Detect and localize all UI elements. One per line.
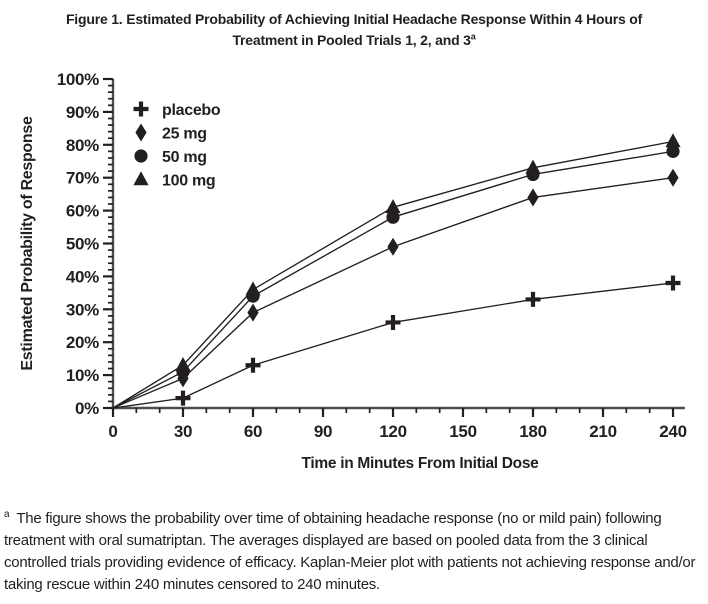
y-tick-label: 50% — [66, 235, 99, 254]
triangle-marker-icon — [175, 357, 191, 372]
circle-marker-icon — [134, 149, 148, 163]
y-axis-title: Estimated Probability of Response — [19, 116, 36, 371]
series-line — [112, 177, 674, 409]
x-tick-label: 120 — [379, 422, 406, 441]
legend-label: 50 mg — [162, 149, 207, 166]
legend-label: 100 mg — [162, 173, 215, 190]
series-triangle — [112, 133, 681, 409]
series-plus — [112, 275, 681, 409]
legend-label: 25 mg — [162, 126, 207, 143]
diamond-marker-icon — [135, 123, 147, 142]
figure-title-text-1: Figure 1. Estimated Probability of Achie… — [65, 11, 643, 27]
chart-area: 0% 10% 20% 30% 40% 50% 60% 70% 80% 90% 100% 0 30 60 90… — [0, 51, 708, 506]
y-tick-label: 80% — [66, 136, 99, 155]
figure-title-text-2: Treatment in Pooled Trials 1, 2, and 3 — [232, 32, 471, 48]
y-tick-label: 70% — [66, 169, 99, 188]
figure-title: Figure 1. Estimated Probability of Achie… — [0, 0, 708, 51]
triangle-marker-icon — [665, 133, 681, 148]
triangle-marker-icon — [245, 281, 261, 296]
diamond-marker-icon — [387, 237, 399, 256]
y-tick-label: 10% — [66, 366, 99, 385]
triangle-marker-icon — [525, 159, 541, 174]
diamond-marker-icon — [247, 303, 259, 322]
y-tick-label: 20% — [66, 333, 99, 352]
y-axis-ticks: 0% 10% 20% 30% 40% 50% 60% 70% 80% 90% 100% — [57, 70, 113, 418]
circle-marker-icon — [666, 144, 680, 158]
plus-marker-icon — [175, 390, 191, 406]
triangle-marker-icon — [385, 199, 401, 214]
kaplan-meier-chart: 0% 10% 20% 30% 40% 50% 60% 70% 80% 90% 100% 0 30 60 90… — [19, 70, 687, 472]
x-tick-label: 0 — [108, 422, 117, 441]
plus-marker-icon — [665, 275, 681, 291]
footnote-text: The figure shows the probability over ti… — [4, 510, 696, 593]
plus-marker-icon — [245, 357, 261, 373]
y-tick-label: 90% — [66, 103, 99, 122]
x-tick-label: 150 — [449, 422, 476, 441]
plus-marker-icon — [133, 101, 149, 117]
plus-marker-icon — [385, 314, 401, 330]
title-footnote-marker-icon: a — [470, 31, 476, 42]
x-tick-label: 210 — [589, 422, 616, 441]
x-tick-label: 30 — [174, 422, 192, 441]
x-tick-label: 90 — [314, 422, 332, 441]
series-line — [112, 140, 674, 409]
y-tick-label: 60% — [66, 202, 99, 221]
x-tick-label: 60 — [244, 422, 262, 441]
figure-title-line2: Treatment in Pooled Trials 1, 2, and 3a — [0, 30, 708, 51]
y-tick-label: 30% — [66, 300, 99, 319]
footnote-marker: a — [4, 509, 10, 520]
circle-marker-icon — [386, 210, 400, 224]
x-axis-title: Time in Minutes From Initial Dose — [302, 455, 540, 472]
y-tick-label: 40% — [66, 267, 99, 286]
x-axis-ticks: 0 30 60 90 120 150 180 210 240 — [108, 408, 687, 441]
x-tick-label: 180 — [519, 422, 546, 441]
diamond-marker-icon — [667, 168, 679, 187]
diamond-marker-icon — [527, 188, 539, 207]
series-line — [112, 150, 674, 409]
y-tick-label: 100% — [57, 70, 99, 89]
series-line — [112, 282, 674, 409]
plus-marker-icon — [525, 291, 541, 307]
x-tick-label: 240 — [659, 422, 686, 441]
legend-label: placebo — [162, 102, 221, 119]
triangle-marker-icon — [133, 171, 149, 186]
figure-title-line1: Figure 1. Estimated Probability of Achie… — [0, 9, 708, 30]
legend: placebo 25 mg 50 mg 100 mg — [133, 101, 221, 190]
y-tick-label: 0% — [75, 399, 99, 418]
footnote: a The figure shows the probability over t… — [4, 508, 704, 596]
